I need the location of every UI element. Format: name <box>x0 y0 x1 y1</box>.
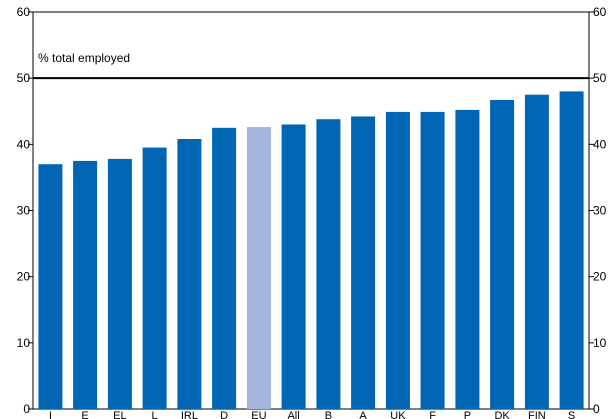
x-tick-label: A <box>359 410 367 419</box>
y-tick-label-left: 30 <box>17 204 31 218</box>
bar-dk <box>490 100 515 409</box>
x-tick-label: B <box>325 410 332 419</box>
y-tick-label-right: 40 <box>593 137 607 151</box>
bar-d <box>212 127 237 410</box>
y-tick-label-right: 10 <box>593 336 607 350</box>
bar-e <box>73 160 98 409</box>
y-tick-label-left: 60 <box>17 5 31 19</box>
bar-l <box>142 147 167 409</box>
bar-irl <box>177 139 202 409</box>
bar-b <box>316 119 341 409</box>
x-tick-label: IRL <box>181 410 198 419</box>
y-tick-label-left: 0 <box>23 402 30 416</box>
x-tick-label: All <box>287 410 299 419</box>
x-tick-label: DK <box>494 410 510 419</box>
bar-a <box>351 116 376 409</box>
x-tick-label: EL <box>113 410 126 419</box>
y-tick-label-right: 60 <box>593 5 607 19</box>
x-tick-label: FIN <box>528 410 546 419</box>
y-tick-label-left: 20 <box>17 270 31 284</box>
x-tick-label: L <box>152 410 158 419</box>
x-tick-label: D <box>220 410 228 419</box>
x-tick-label: S <box>568 410 575 419</box>
bar-eu <box>246 127 271 409</box>
y-tick-label-left: 40 <box>17 137 31 151</box>
bar-f <box>420 111 445 410</box>
bar-el <box>107 158 132 409</box>
y-tick-label-right: 30 <box>593 204 607 218</box>
bar-s <box>559 91 584 410</box>
y-tick-label-right: 20 <box>593 270 607 284</box>
bar-p <box>455 109 480 410</box>
y-tick-label-right: 0 <box>593 402 600 416</box>
x-tick-label: E <box>81 410 88 419</box>
x-tick-label: UK <box>390 410 406 419</box>
ticks-group: 0 0 10 10 20 20 30 30 40 40 50 50 60 60 <box>17 5 607 416</box>
bars-group: I E EL L IRL D EU All B A UK F P DK FIN S <box>38 91 584 419</box>
y-tick-label-left: 10 <box>17 336 31 350</box>
bar-all <box>281 124 306 409</box>
x-tick-label: P <box>464 410 471 419</box>
bar-uk <box>385 111 410 410</box>
bar-fin <box>524 94 549 409</box>
bar-i <box>38 164 63 409</box>
x-tick-label: EU <box>251 410 266 419</box>
x-tick-label: F <box>429 410 436 419</box>
annotation-label: % total employed <box>38 51 130 65</box>
y-tick-label-left: 50 <box>17 71 31 85</box>
x-tick-label: I <box>49 410 52 419</box>
y-tick-label-right: 50 <box>593 71 607 85</box>
